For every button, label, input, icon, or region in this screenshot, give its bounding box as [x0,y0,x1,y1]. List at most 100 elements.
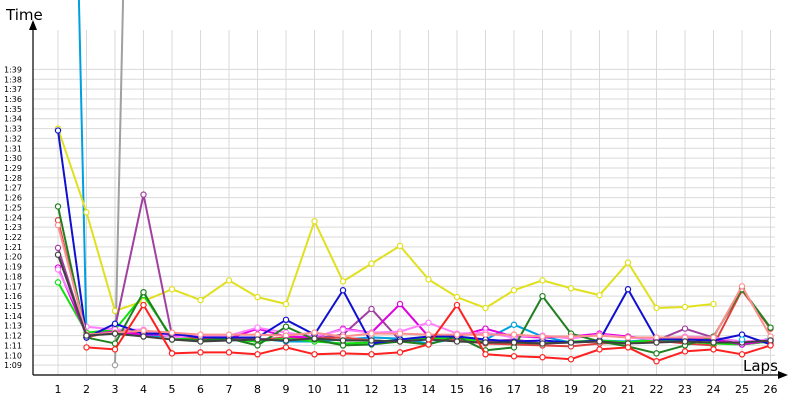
data-point [482,304,489,312]
data-point [197,338,204,345]
data-point [510,321,518,328]
data-point [681,325,689,332]
y-tick-label: 1:29 [4,164,22,173]
y-tick-label: 1:18 [4,272,22,281]
data-point [539,340,546,347]
data-point [225,337,233,344]
x-tick-label: 9 [283,383,290,396]
data-point [83,209,90,216]
series-line [57,224,772,339]
y-tick-label: 1:32 [4,134,22,143]
data-point [111,320,119,327]
data-point [624,334,632,341]
data-point [254,342,261,349]
data-point [510,331,518,338]
y-tick-label: 1:37 [4,85,22,94]
data-point [140,327,147,334]
data-point [311,335,318,342]
data-point [681,338,689,345]
data-point [168,336,176,343]
series-12 [83,301,774,365]
y-axis-arrow [29,20,37,30]
y-tick-label: 1:21 [4,243,22,252]
data-point [254,293,261,301]
data-point [653,350,660,357]
y-tick-label: 1:31 [4,144,22,153]
y-tick-label: 1:15 [4,302,22,311]
y-tick-label: 1:24 [4,213,22,222]
series-lines [54,0,774,369]
data-point [539,333,546,340]
y-tick-label: 1:36 [4,95,22,104]
data-point [453,338,461,345]
data-point [596,346,603,353]
x-tick-label: 5 [169,383,176,396]
y-tick-label: 1:33 [4,125,22,134]
data-point [339,337,347,344]
data-point [168,350,176,357]
grid [33,30,775,375]
x-tick-label: 11 [336,383,350,396]
data-point [453,293,461,301]
data-point [368,337,375,344]
data-point [596,338,603,345]
axes [29,20,788,379]
y-tick-label: 1:13 [4,322,22,331]
y-tick-label: 1:20 [4,253,22,262]
data-point [140,333,147,340]
data-point [339,278,347,285]
data-point [140,289,147,296]
series-line [57,130,771,346]
data-point [197,331,204,338]
x-axis-arrow [778,371,788,379]
data-point [681,303,689,311]
x-tick-label: 18 [536,383,550,396]
y-tick-label: 1:28 [4,174,22,183]
data-point [624,286,632,293]
series-1 [111,0,125,369]
data-point [510,339,518,346]
x-tick-label: 19 [564,383,578,396]
x-tick-label: 21 [621,383,635,396]
data-point [425,319,432,326]
data-point [111,346,119,353]
data-point [54,251,62,258]
data-point [111,330,119,337]
x-tick-label: 2 [83,383,90,396]
y-tick-label: 1:25 [4,203,22,212]
y-tick-label: 1:19 [4,263,22,272]
y-tick-label: 1:34 [4,115,22,124]
data-point [710,300,717,308]
data-point [567,333,575,340]
data-point [254,324,261,331]
data-point [339,287,347,294]
x-axis-title: Laps [743,357,778,375]
data-point [140,191,147,198]
data-point [653,358,660,365]
y-tick-label: 1:16 [4,292,22,301]
data-point [282,337,290,344]
series-2 [54,125,717,315]
data-point [339,350,347,357]
y-tick-label: 1:11 [4,341,22,350]
data-point [368,351,375,358]
data-point [596,291,603,299]
x-tick-label: 26 [764,383,778,396]
data-point [111,361,119,369]
x-tick-label: 6 [197,383,204,396]
data-point [54,266,62,273]
data-point [710,339,717,346]
data-point [311,218,318,225]
series-line [114,0,125,366]
data-point [54,203,62,210]
data-point [482,331,489,338]
y-tick-label: 1:30 [4,154,22,163]
x-tick-label: 17 [507,383,521,396]
x-tick-label: 16 [479,383,493,396]
data-point [624,344,632,351]
y-tick-label: 1:26 [4,194,22,203]
data-point [282,300,290,308]
y-tick-label: 1:10 [4,351,22,360]
data-point [111,307,119,315]
x-tick-label: 25 [735,383,749,396]
